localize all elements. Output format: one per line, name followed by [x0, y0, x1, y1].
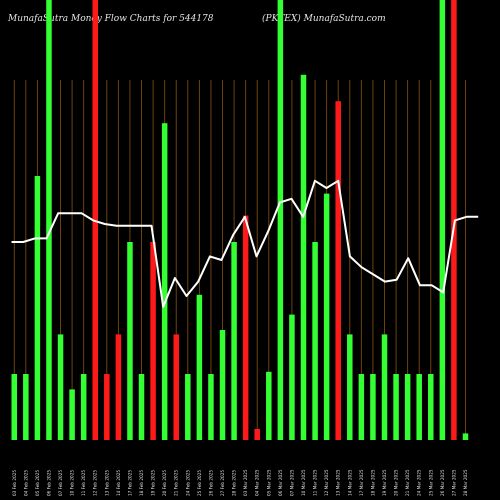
bar	[277, 0, 284, 440]
bar	[231, 242, 237, 440]
bar	[173, 334, 179, 440]
x-tick-label: 11 Mar 2025	[313, 469, 318, 496]
x-tick-label: 27 Mar 2025	[451, 469, 456, 496]
bar	[185, 374, 191, 440]
bar	[242, 215, 249, 440]
x-tick-label: 07 Mar 2025	[289, 469, 294, 496]
x-tick-label: 14 Mar 2025	[347, 469, 352, 496]
bar	[23, 374, 29, 440]
x-tick-label: 28 Feb 2025	[232, 470, 237, 496]
bar	[370, 374, 376, 440]
bar	[254, 429, 260, 440]
bar	[57, 334, 64, 440]
x-tick-label: 21 Mar 2025	[405, 469, 410, 496]
bar	[404, 374, 411, 440]
x-tick-label: 03 Feb 2025	[12, 470, 17, 496]
bar	[335, 101, 341, 440]
chart-title-right: (PKTEX) MunafaSutra.com	[262, 14, 386, 24]
x-tick-label: 25 Feb 2025	[197, 470, 202, 496]
x-tick-label: 12 Mar 2025	[324, 469, 329, 496]
bar	[138, 374, 145, 440]
x-tick-label: 11 Feb 2025	[81, 470, 86, 496]
bar-layer	[11, 0, 469, 441]
x-tick-label: 26 Feb 2025	[208, 470, 213, 496]
x-tick-label: 06 Mar 2025	[278, 469, 283, 496]
bar	[219, 330, 226, 440]
x-tick-label: 04 Feb 2025	[23, 470, 28, 496]
bar	[208, 374, 214, 440]
x-tick-label: 19 Mar 2025	[382, 469, 387, 496]
x-tick-label: 10 Mar 2025	[301, 469, 306, 496]
x-tick-label: 12 Feb 2025	[93, 470, 98, 496]
bar	[358, 374, 365, 440]
x-tick-label: 18 Feb 2025	[139, 470, 144, 496]
x-tick-label: 03 Mar 2025	[243, 469, 248, 496]
x-tick-label: 21 Feb 2025	[174, 470, 179, 496]
tick-layer: 03 Feb 2025 04 Feb 2025 05 Feb 2025 06 Feb …	[12, 469, 468, 496]
bar	[196, 294, 203, 440]
x-tick-label: 06 Feb 2025	[46, 470, 51, 496]
bar	[428, 374, 434, 440]
bar	[347, 334, 353, 440]
bar	[150, 242, 156, 440]
bar	[416, 374, 422, 440]
bar	[127, 242, 133, 440]
bar	[69, 389, 75, 440]
bar	[46, 0, 52, 440]
x-tick-label: 19 Feb 2025	[151, 470, 156, 496]
x-tick-label: 05 Mar 2025	[266, 469, 271, 496]
x-tick-label: 24 Mar 2025	[417, 469, 422, 496]
bar	[115, 334, 122, 440]
x-tick-label: 18 Mar 2025	[370, 469, 375, 496]
x-tick-label: 20 Feb 2025	[162, 470, 167, 496]
bar	[266, 371, 272, 440]
bar	[80, 374, 87, 440]
bar	[439, 0, 446, 440]
money-flow-line	[11, 179, 479, 308]
bar	[300, 74, 307, 441]
bar	[451, 0, 457, 440]
bar	[34, 176, 41, 440]
x-tick-label: 10 Feb 2025	[70, 470, 75, 496]
x-tick-label: 25 Mar 2025	[428, 469, 433, 496]
bar	[381, 334, 388, 440]
x-tick-label: 26 Mar 2025	[440, 469, 445, 496]
chart-title-left: MunafaSutra Money Flow Charts for 544178	[8, 14, 214, 24]
x-tick-label: 28 Mar 2025	[463, 469, 468, 496]
bar	[323, 193, 330, 440]
x-tick-label: 14 Feb 2025	[116, 470, 121, 496]
x-tick-label: 05 Feb 2025	[35, 470, 40, 496]
x-tick-label: 17 Mar 2025	[359, 469, 364, 496]
line-layer	[11, 179, 479, 308]
x-tick-label: 20 Mar 2025	[394, 469, 399, 496]
bar	[104, 374, 110, 440]
bar	[11, 374, 17, 440]
x-tick-label: 13 Mar 2025	[336, 469, 341, 496]
bar	[462, 433, 469, 440]
x-tick-label: 07 Feb 2025	[58, 470, 63, 496]
x-tick-label: 17 Feb 2025	[127, 470, 132, 496]
bar	[312, 242, 318, 440]
x-tick-label: 04 Mar 2025	[255, 469, 260, 496]
bar	[393, 374, 399, 440]
x-tick-label: 24 Feb 2025	[185, 470, 190, 496]
x-tick-label: 13 Feb 2025	[104, 470, 109, 496]
bar	[161, 123, 168, 440]
bar	[289, 314, 295, 440]
x-tick-label: 27 Feb 2025	[220, 470, 225, 496]
